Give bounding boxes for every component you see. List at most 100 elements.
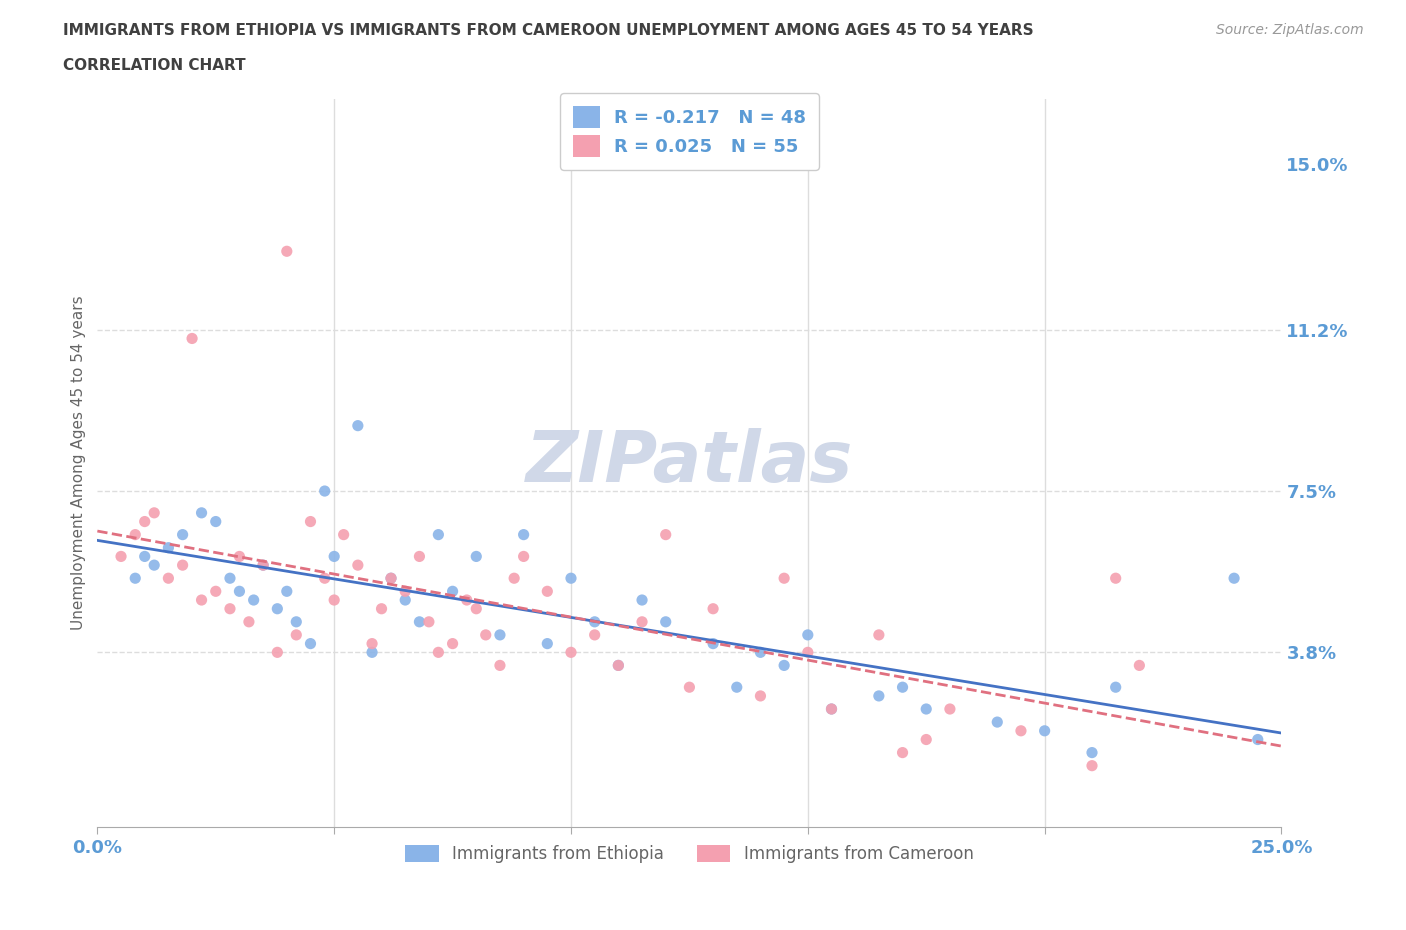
Point <box>820 701 842 716</box>
Point <box>427 527 450 542</box>
Text: ZIPatlas: ZIPatlas <box>526 428 853 498</box>
Point <box>380 571 402 586</box>
Point <box>868 628 890 643</box>
Point <box>238 615 260 630</box>
Point <box>134 549 156 564</box>
Point <box>465 549 488 564</box>
Legend: Immigrants from Ethiopia, Immigrants from Cameroon: Immigrants from Ethiopia, Immigrants fro… <box>398 838 980 870</box>
Point <box>408 549 430 564</box>
Point <box>370 602 392 617</box>
Point <box>347 418 370 433</box>
Point <box>536 584 558 599</box>
Point <box>380 571 402 586</box>
Point <box>143 505 166 520</box>
Point <box>797 628 820 643</box>
Point <box>394 584 416 599</box>
Point <box>285 615 308 630</box>
Point <box>1223 571 1246 586</box>
Point <box>583 628 606 643</box>
Point <box>441 636 464 651</box>
Point <box>654 527 676 542</box>
Point <box>314 571 336 586</box>
Point <box>361 636 384 651</box>
Point <box>891 745 914 760</box>
Point <box>773 571 796 586</box>
Point <box>1105 571 1128 586</box>
Point <box>134 514 156 529</box>
Point <box>749 644 772 659</box>
Point <box>465 602 488 617</box>
Point <box>939 701 962 716</box>
Point <box>228 584 250 599</box>
Point <box>1081 745 1104 760</box>
Point <box>1033 724 1056 738</box>
Point <box>749 688 772 703</box>
Point <box>1081 758 1104 773</box>
Point <box>347 558 370 573</box>
Point <box>242 592 264 607</box>
Point <box>172 527 194 542</box>
Point <box>124 571 146 586</box>
Point <box>285 628 308 643</box>
Point <box>560 644 582 659</box>
Point <box>1128 658 1150 672</box>
Point <box>631 592 654 607</box>
Point <box>797 644 820 659</box>
Point <box>361 644 384 659</box>
Point <box>512 549 534 564</box>
Point <box>408 615 430 630</box>
Point <box>124 527 146 542</box>
Point <box>607 658 630 672</box>
Point <box>1105 680 1128 695</box>
Point <box>219 571 242 586</box>
Point <box>418 615 440 630</box>
Text: IMMIGRANTS FROM ETHIOPIA VS IMMIGRANTS FROM CAMEROON UNEMPLOYMENT AMONG AGES 45 : IMMIGRANTS FROM ETHIOPIA VS IMMIGRANTS F… <box>63 23 1033 38</box>
Point <box>489 628 512 643</box>
Point <box>190 592 212 607</box>
Point <box>474 628 496 643</box>
Point <box>654 615 676 630</box>
Point <box>702 602 724 617</box>
Point <box>157 571 180 586</box>
Point <box>915 732 938 747</box>
Point <box>536 636 558 651</box>
Point <box>441 584 464 599</box>
Point <box>228 549 250 564</box>
Point <box>204 584 226 599</box>
Point <box>143 558 166 573</box>
Point <box>252 558 274 573</box>
Point <box>110 549 132 564</box>
Point <box>560 571 582 586</box>
Point <box>1247 732 1270 747</box>
Point <box>323 592 346 607</box>
Point <box>868 688 890 703</box>
Point <box>157 540 180 555</box>
Point <box>678 680 700 695</box>
Point <box>323 549 346 564</box>
Point <box>512 527 534 542</box>
Point <box>204 514 226 529</box>
Point <box>631 615 654 630</box>
Point <box>266 644 288 659</box>
Point <box>332 527 354 542</box>
Point <box>1010 724 1032 738</box>
Point <box>427 644 450 659</box>
Point <box>489 658 512 672</box>
Point <box>891 680 914 695</box>
Y-axis label: Unemployment Among Ages 45 to 54 years: Unemployment Among Ages 45 to 54 years <box>72 296 86 630</box>
Point <box>607 658 630 672</box>
Point <box>172 558 194 573</box>
Point <box>299 514 322 529</box>
Point <box>219 602 242 617</box>
Point <box>986 714 1008 729</box>
Point <box>394 592 416 607</box>
Point <box>299 636 322 651</box>
Point <box>190 505 212 520</box>
Point <box>725 680 748 695</box>
Point <box>276 584 298 599</box>
Point <box>773 658 796 672</box>
Point <box>702 636 724 651</box>
Point <box>181 331 204 346</box>
Point <box>314 484 336 498</box>
Point <box>583 615 606 630</box>
